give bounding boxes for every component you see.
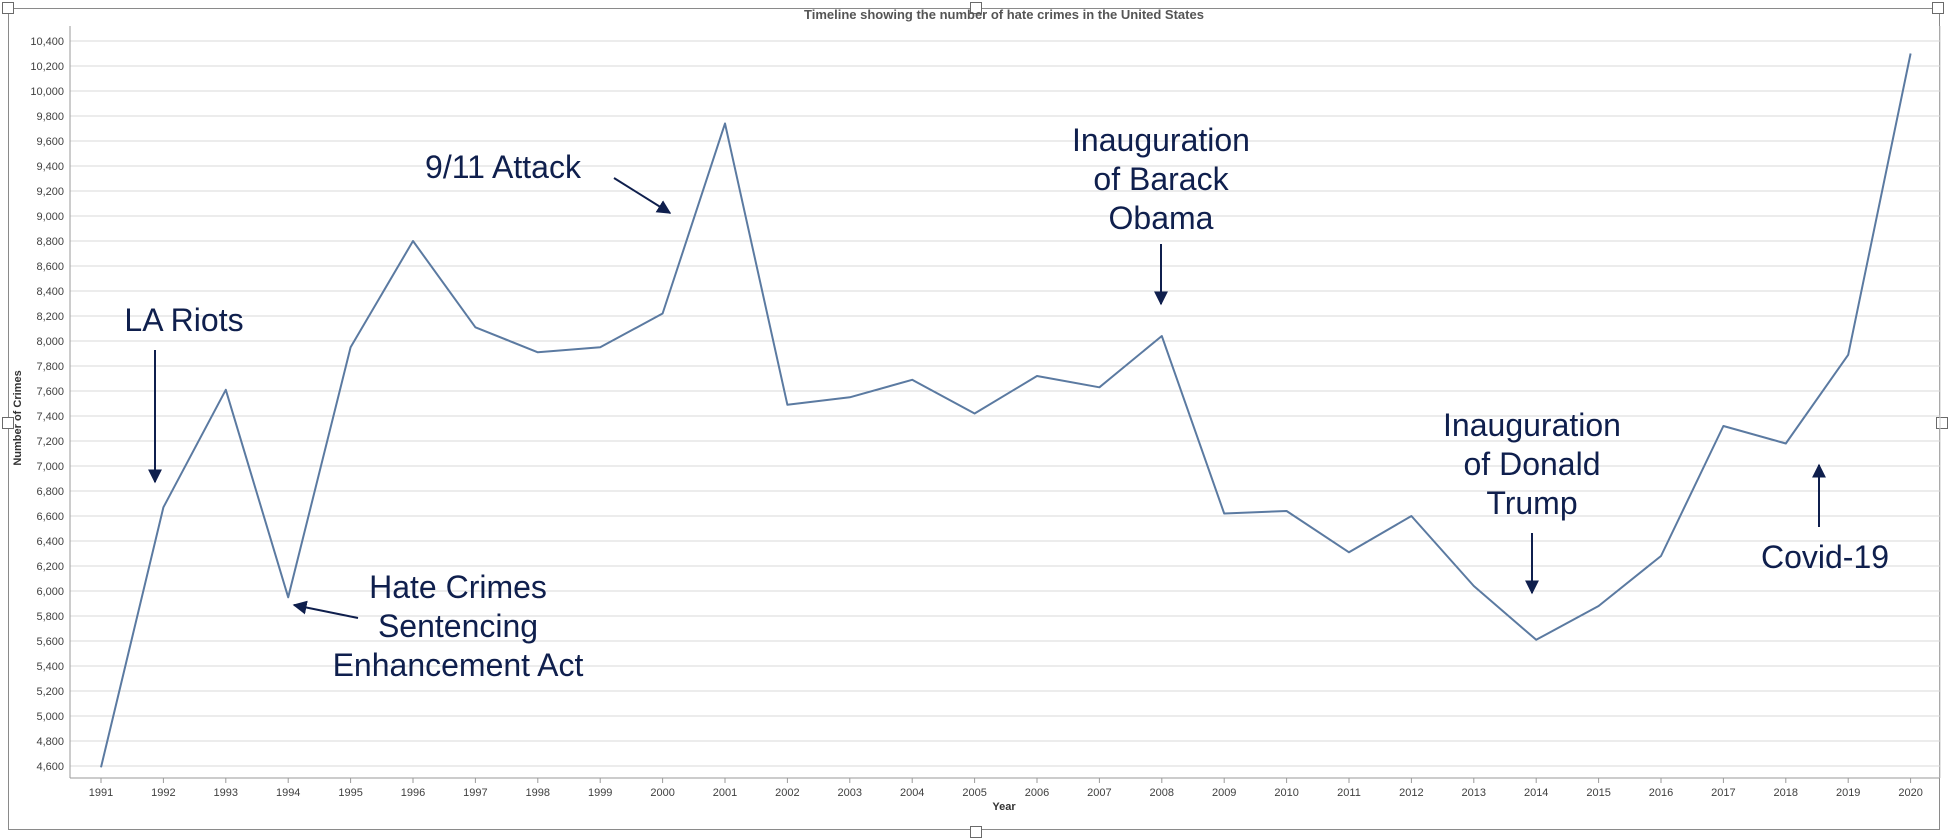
y-tick-label: 5,200 [36, 686, 64, 698]
x-tick-label: 1999 [588, 787, 612, 799]
x-tick-label: 2003 [838, 787, 862, 799]
y-tick-label: 10,400 [30, 36, 64, 48]
x-tick-label: 1991 [89, 787, 113, 799]
y-tick-label: 4,600 [36, 761, 64, 773]
x-tick-label: 2015 [1586, 787, 1610, 799]
y-tick-label: 8,200 [36, 311, 64, 323]
annotation-label: LA Riots [124, 302, 243, 338]
y-tick-label: 4,800 [36, 736, 64, 748]
x-tick-label: 2008 [1150, 787, 1174, 799]
y-axis-ticks: 4,600 4,800 5,000 5,200 5,400 5,600 5,800 6,000… [30, 36, 64, 773]
y-tick-label: 9,600 [36, 136, 64, 148]
annotation-label: 9/11 Attack [425, 149, 582, 185]
x-tick-label: 2013 [1462, 787, 1486, 799]
y-tick-label: 5,600 [36, 636, 64, 648]
x-tick-label: 2018 [1774, 787, 1798, 799]
y-tick-label: 6,200 [36, 561, 64, 573]
x-tick-label: 2012 [1399, 787, 1423, 799]
x-tick-label: 2005 [962, 787, 986, 799]
x-tick-label: 2019 [1836, 787, 1860, 799]
x-tick-label: 2006 [1025, 787, 1049, 799]
y-tick-label: 8,800 [36, 236, 64, 248]
x-tick-label: 1997 [463, 787, 487, 799]
y-tick-label: 6,800 [36, 486, 64, 498]
y-tick-label: 9,800 [36, 111, 64, 123]
y-tick-label: 8,000 [36, 336, 64, 348]
x-tick-label: 1992 [151, 787, 175, 799]
chart-title: Timeline showing the number of hate crim… [804, 7, 1204, 22]
x-axis-ticks: 1991 1992 1993 1994 1995 1996 1997 1998 1999 2000… [89, 778, 1923, 799]
x-tick-label: 1998 [526, 787, 550, 799]
y-tick-label: 10,000 [30, 86, 64, 98]
y-tick-label: 7,400 [36, 411, 64, 423]
x-tick-label: 2007 [1087, 787, 1111, 799]
y-tick-label: 7,600 [36, 386, 64, 398]
y-tick-label: 9,400 [36, 161, 64, 173]
y-tick-label: 5,800 [36, 611, 64, 623]
x-axis-title: Year [992, 801, 1016, 813]
x-tick-label: 2009 [1212, 787, 1236, 799]
y-tick-label: 7,200 [36, 436, 64, 448]
y-tick-label: 8,400 [36, 286, 64, 298]
x-tick-label: 1994 [276, 787, 300, 799]
y-tick-label: 9,200 [36, 186, 64, 198]
x-tick-label: 1996 [401, 787, 425, 799]
x-tick-label: 1995 [338, 787, 362, 799]
x-tick-label: 2002 [775, 787, 799, 799]
y-tick-label: 6,000 [36, 586, 64, 598]
annotation-arrow [614, 178, 670, 213]
x-tick-label: 1993 [214, 787, 238, 799]
x-tick-label: 2011 [1337, 787, 1361, 799]
x-tick-label: 2016 [1649, 787, 1673, 799]
y-tick-label: 7,800 [36, 361, 64, 373]
x-tick-label: 2001 [713, 787, 737, 799]
x-tick-label: 2010 [1274, 787, 1298, 799]
y-tick-label: 6,400 [36, 536, 64, 548]
y-tick-label: 9,000 [36, 211, 64, 223]
annotation-911-attack: 9/11 Attack [425, 149, 670, 213]
y-tick-label: 7,000 [36, 461, 64, 473]
x-tick-label: 2017 [1711, 787, 1735, 799]
y-tick-label: 5,400 [36, 661, 64, 673]
y-tick-label: 8,600 [36, 261, 64, 273]
annotation-label: Covid-19 [1761, 539, 1889, 575]
y-tick-label: 6,600 [36, 511, 64, 523]
x-tick-label: 2020 [1898, 787, 1922, 799]
x-tick-label: 2000 [650, 787, 674, 799]
annotation-covid-19: Covid-19 [1761, 465, 1889, 575]
y-axis-title: Number of Crimes [12, 370, 24, 465]
y-tick-label: 10,200 [30, 61, 64, 73]
x-tick-label: 2014 [1524, 787, 1548, 799]
y-tick-label: 5,000 [36, 711, 64, 723]
x-tick-label: 2004 [900, 787, 924, 799]
